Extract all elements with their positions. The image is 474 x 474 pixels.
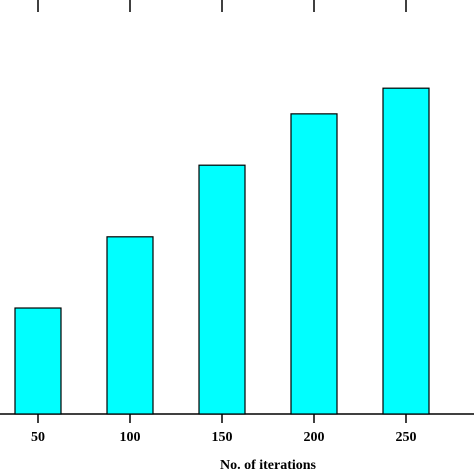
x-tick-label: 100: [120, 430, 141, 445]
x-tick-label: 50: [31, 430, 45, 445]
x-axis-title: No. of iterations: [220, 458, 317, 473]
x-tick-label: 250: [396, 430, 417, 445]
bar: [106, 236, 154, 415]
bar: [14, 307, 62, 415]
bar: [290, 113, 338, 415]
bar: [382, 87, 430, 415]
x-tick-label: 150: [212, 430, 233, 445]
bar: [198, 164, 246, 415]
x-tick-label: 200: [304, 430, 325, 445]
